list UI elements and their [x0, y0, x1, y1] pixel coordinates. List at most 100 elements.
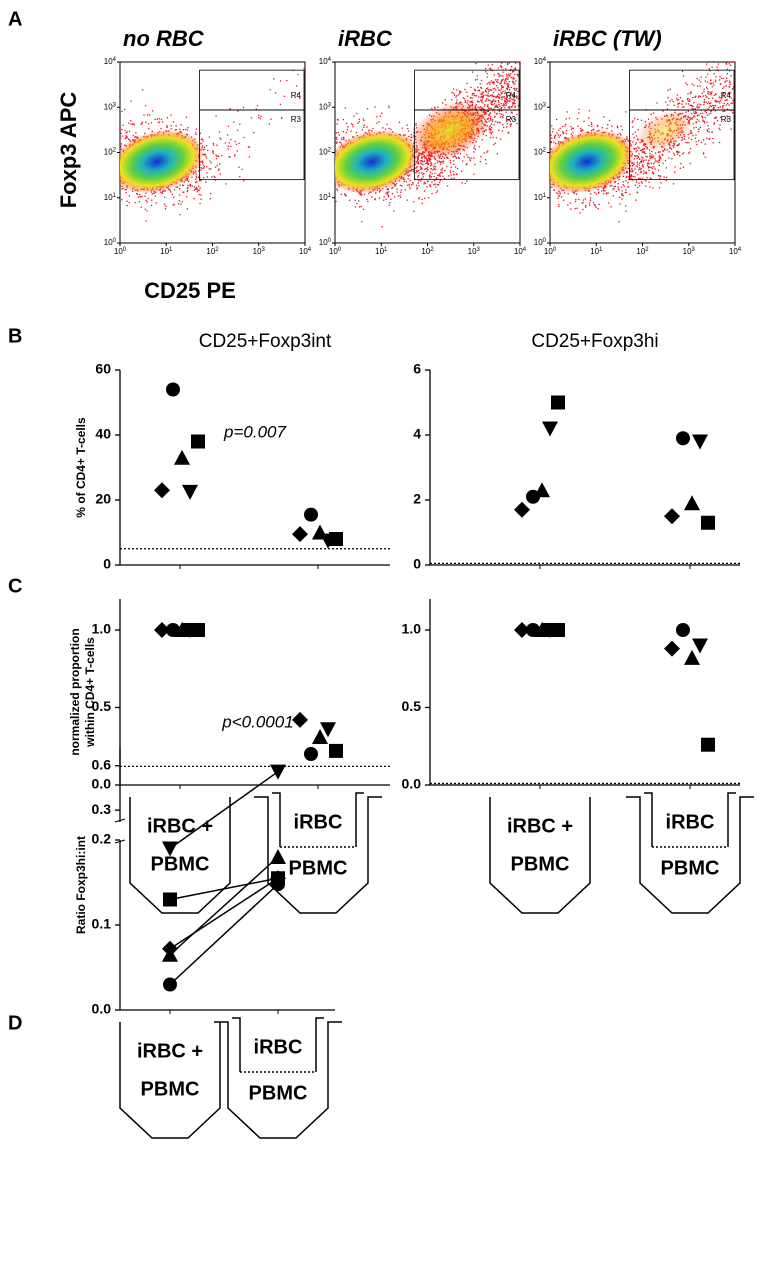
event-dot	[476, 75, 478, 77]
event-dot	[409, 179, 411, 181]
event-dot	[494, 142, 496, 144]
event-dot	[443, 177, 446, 180]
event-dot	[430, 164, 433, 166]
event-dot	[423, 181, 426, 184]
event-dot	[401, 127, 403, 129]
event-dot	[453, 163, 455, 166]
event-dot	[320, 158, 321, 159]
event-dot	[336, 141, 338, 143]
event-dot	[333, 167, 334, 168]
event-dot	[198, 180, 201, 182]
event-dot	[435, 186, 437, 188]
event-dot	[510, 94, 512, 96]
event-dot	[383, 196, 385, 198]
event-dot	[477, 86, 479, 88]
event-dot	[481, 139, 483, 141]
event-dot	[638, 164, 640, 166]
event-dot	[534, 167, 535, 168]
event-dot	[618, 221, 620, 223]
event-dot	[478, 96, 480, 98]
event-dot	[145, 199, 147, 202]
event-dot	[470, 97, 472, 99]
event-dot	[206, 157, 208, 159]
event-dot	[631, 178, 633, 180]
event-dot	[234, 140, 236, 143]
event-dot	[498, 101, 500, 103]
event-dot	[513, 51, 514, 52]
event-dot	[323, 168, 324, 169]
event-dot	[358, 121, 360, 123]
event-dot	[502, 117, 504, 119]
event-dot	[637, 173, 639, 176]
event-dot	[529, 154, 530, 155]
event-dot	[116, 188, 117, 189]
event-dot	[115, 156, 116, 157]
event-dot	[309, 189, 310, 190]
event-dot	[567, 204, 569, 206]
event-dot	[329, 163, 330, 164]
event-dot	[485, 162, 487, 165]
event-dot	[387, 188, 389, 191]
event-dot	[506, 62, 509, 64]
event-dot	[368, 129, 371, 131]
event-dot	[103, 162, 104, 163]
event-dot	[501, 86, 503, 88]
event-dot	[501, 55, 502, 56]
event-dot	[354, 199, 356, 201]
event-dot	[622, 194, 624, 197]
event-dot	[120, 137, 122, 139]
event-dot	[507, 91, 510, 94]
event-dot	[486, 97, 488, 100]
event-dot	[604, 190, 606, 192]
event-dot	[93, 140, 94, 141]
event-dot	[502, 90, 504, 92]
event-dot	[510, 73, 512, 75]
event-dot	[210, 168, 212, 170]
event-dot	[156, 118, 159, 120]
event-dot	[514, 118, 517, 121]
event-dot	[133, 124, 135, 126]
event-dot	[570, 126, 572, 128]
event-dot	[283, 95, 286, 97]
event-dot	[494, 60, 495, 61]
event-dot	[444, 99, 446, 101]
event-dot	[332, 173, 333, 174]
event-dot	[330, 163, 331, 164]
event-dot	[353, 115, 355, 117]
event-dot	[506, 122, 508, 125]
event-dot	[500, 74, 502, 77]
event-dot	[217, 155, 219, 158]
event-dot	[513, 35, 514, 36]
event-dot	[212, 150, 214, 152]
event-dot	[429, 184, 431, 187]
event-dot	[615, 190, 618, 193]
event-dot	[220, 138, 222, 140]
event-dot	[507, 76, 509, 79]
event-dot	[461, 160, 464, 162]
x-tick-label: 101	[375, 247, 388, 257]
event-dot	[310, 172, 311, 173]
event-dot	[284, 56, 285, 57]
event-dot	[515, 80, 517, 82]
event-dot	[113, 182, 114, 183]
tick-exp: 4	[523, 247, 527, 253]
y-tick-label: 103	[104, 102, 117, 112]
event-dot	[151, 193, 153, 195]
event-dot	[437, 106, 439, 108]
event-dot	[543, 171, 544, 172]
event-dot	[554, 135, 556, 137]
event-dot	[461, 182, 463, 184]
event-dot	[478, 90, 481, 92]
event-dot	[507, 63, 509, 65]
event-dot	[493, 108, 495, 110]
event-dot	[492, 104, 494, 106]
event-dot	[328, 130, 329, 131]
event-dot	[378, 191, 381, 193]
event-dot	[441, 102, 444, 104]
event-dot	[490, 68, 492, 70]
gate	[199, 109, 305, 181]
event-dot	[200, 198, 202, 200]
event-dot	[170, 128, 172, 130]
event-dot	[532, 122, 533, 123]
event-dot	[286, 79, 288, 82]
